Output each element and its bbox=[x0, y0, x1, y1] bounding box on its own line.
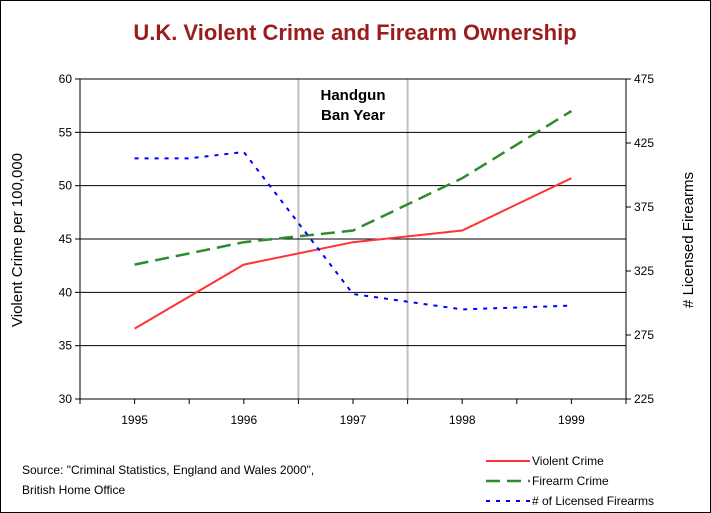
tick-labels: 30 35 40 45 50 55 60 225 275 325 375 425 475 1995 1996… bbox=[59, 72, 655, 427]
y-right-tick-375: 375 bbox=[634, 200, 654, 214]
y-left-tick-35: 35 bbox=[59, 339, 73, 353]
y-left-tick-45: 45 bbox=[59, 232, 73, 246]
y-left-tick-30: 30 bbox=[59, 392, 73, 406]
legend-label-2: # of Licensed Firearms bbox=[532, 494, 654, 508]
y-axis-left-title: Violent Crime per 100,000 bbox=[9, 153, 26, 327]
y-left-tick-40: 40 bbox=[59, 285, 73, 299]
y-right-tick-225: 225 bbox=[634, 392, 654, 406]
source-line2: British Home Office bbox=[22, 483, 125, 497]
handgun-ban-label-line1: Handgun bbox=[321, 87, 386, 104]
legend-label-1: Firearm Crime bbox=[532, 474, 609, 488]
x-tick-1998: 1998 bbox=[449, 413, 476, 427]
y-right-tick-425: 425 bbox=[634, 136, 654, 150]
x-tick-1997: 1997 bbox=[340, 413, 367, 427]
y-axis-right-title: # Licensed Firearms bbox=[680, 172, 697, 308]
y-left-tick-55: 55 bbox=[59, 125, 73, 139]
y-right-tick-475: 475 bbox=[634, 72, 654, 86]
legend-label-0: Violent Crime bbox=[532, 454, 604, 468]
y-right-tick-325: 325 bbox=[634, 264, 654, 278]
y-left-tick-50: 50 bbox=[59, 179, 73, 193]
y-right-tick-275: 275 bbox=[634, 328, 654, 342]
x-tick-1996: 1996 bbox=[230, 413, 257, 427]
y-left-tick-60: 60 bbox=[59, 72, 73, 86]
handgun-ban-label-line2: Ban Year bbox=[321, 107, 385, 124]
series-lines bbox=[134, 109, 573, 330]
series-line-violent-crime bbox=[134, 177, 572, 330]
legend: Violent Crime Firearm Crime # of Licensed … bbox=[486, 454, 654, 508]
x-tick-1995: 1995 bbox=[121, 413, 148, 427]
chart-title: U.K. Violent Crime and Firearm Ownership bbox=[133, 20, 576, 45]
source-line1: Source: "Criminal Statistics, England an… bbox=[22, 463, 314, 477]
x-tick-1999: 1999 bbox=[558, 413, 585, 427]
series-line-firearm-crime bbox=[134, 109, 573, 266]
